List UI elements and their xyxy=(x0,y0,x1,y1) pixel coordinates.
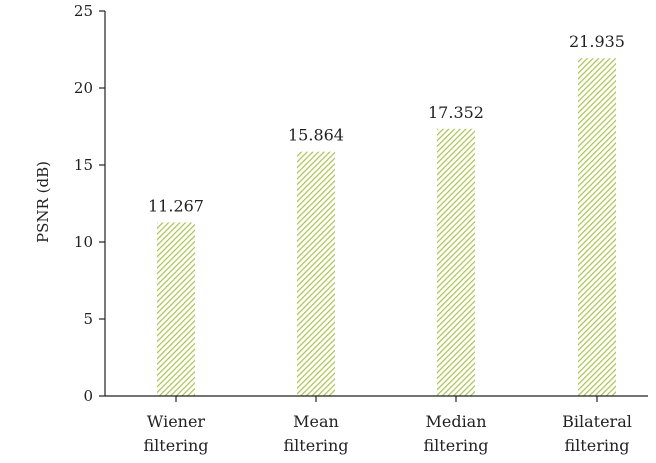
x-tick-label: Wiener xyxy=(147,412,206,431)
data-label: 15.864 xyxy=(288,126,344,145)
y-tick-label: 20 xyxy=(74,79,93,97)
x-tick-label: Bilateral xyxy=(562,412,632,431)
x-tick-label: Median xyxy=(425,412,486,431)
bar xyxy=(297,151,335,396)
bar xyxy=(437,128,475,396)
data-label: 17.352 xyxy=(428,103,484,122)
bars xyxy=(157,58,616,397)
x-tick-label: filtering xyxy=(284,436,349,455)
data-labels: 11.267 15.864 17.352 21.935 xyxy=(148,32,625,215)
y-tick-label: 15 xyxy=(74,156,93,174)
y-tick-label: 0 xyxy=(83,387,93,405)
x-tick-label: Mean xyxy=(293,412,339,431)
y-axis-title: PSNR (dB) xyxy=(34,161,52,243)
x-tick-label: filtering xyxy=(424,436,489,455)
data-label: 21.935 xyxy=(569,32,625,51)
y-tick-label: 5 xyxy=(83,310,93,328)
category-labels: Wiener filtering Mean filtering Median filter… xyxy=(144,396,632,455)
y-axis-ticks: 0 5 10 15 20 25 xyxy=(74,2,105,405)
bar xyxy=(157,222,195,396)
y-tick-label: 10 xyxy=(74,233,93,251)
x-tick-label: filtering xyxy=(565,436,630,455)
y-tick-label: 25 xyxy=(74,2,93,20)
x-tick-label: filtering xyxy=(144,436,209,455)
bar xyxy=(578,58,616,397)
data-label: 11.267 xyxy=(148,196,204,215)
